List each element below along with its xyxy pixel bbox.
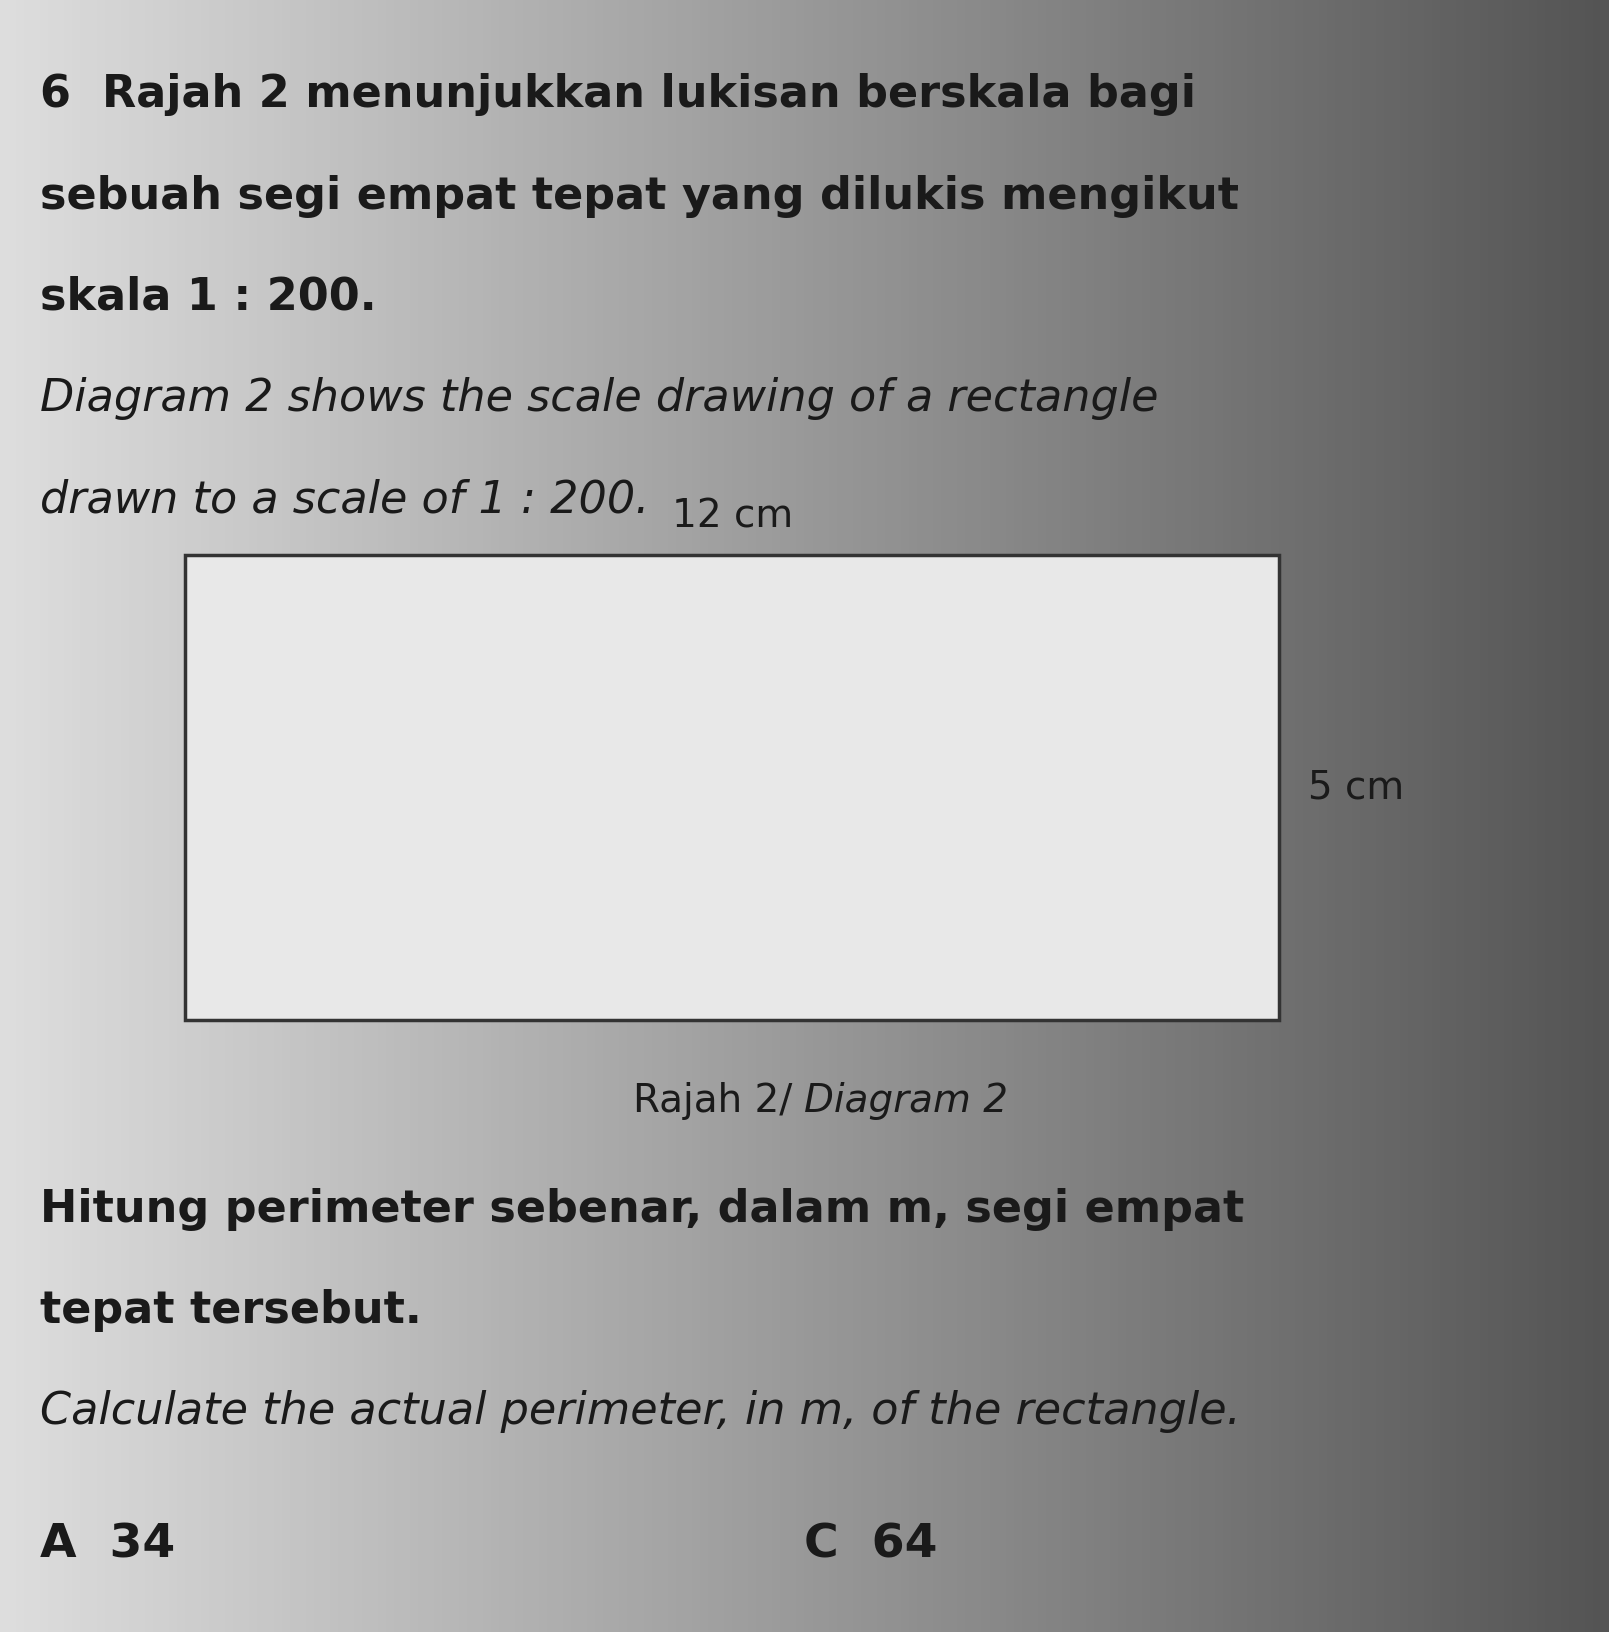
Text: Hitung perimeter sebenar, dalam m, segi empat: Hitung perimeter sebenar, dalam m, segi … [40,1188,1244,1231]
Text: A  34: A 34 [40,1523,175,1567]
Bar [185,555,1279,1020]
Text: 5 cm: 5 cm [1308,769,1405,806]
Text: Diagram 2: Diagram 2 [804,1082,1009,1120]
Text: C  64: C 64 [804,1523,938,1567]
Text: sebuah segi empat tepat yang dilukis mengikut: sebuah segi empat tepat yang dilukis men… [40,175,1239,217]
Text: Calculate the actual perimeter, in m, of the rectangle.: Calculate the actual perimeter, in m, of… [40,1390,1241,1433]
Text: 12 cm: 12 cm [671,498,793,535]
Text: Rajah 2/: Rajah 2/ [632,1082,804,1120]
Text: 6  Rajah 2 menunjukkan lukisan berskala bagi: 6 Rajah 2 menunjukkan lukisan berskala b… [40,73,1195,116]
Text: skala 1 : 200.: skala 1 : 200. [40,276,377,318]
Text: tepat tersebut.: tepat tersebut. [40,1289,422,1332]
Text: drawn to a scale of 1 : 200.: drawn to a scale of 1 : 200. [40,478,650,521]
Text: Diagram 2 shows the scale drawing of a rectangle: Diagram 2 shows the scale drawing of a r… [40,377,1158,419]
